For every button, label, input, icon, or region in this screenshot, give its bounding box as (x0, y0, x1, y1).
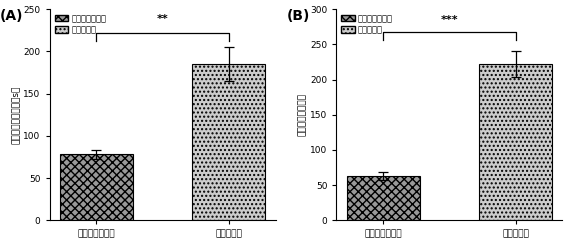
Text: **: ** (157, 14, 169, 24)
Text: ***: *** (441, 15, 458, 25)
Legend: 磷酸西他列汀组, 生理盐水组: 磷酸西他列汀组, 生理盐水组 (341, 13, 394, 35)
Text: (B): (B) (287, 9, 310, 23)
Y-axis label: 热性惊厥发作次数: 热性惊厥发作次数 (298, 93, 307, 136)
Legend: 磷酸西他列汀组, 生理盐水组: 磷酸西他列汀组, 生理盐水组 (54, 13, 107, 35)
Text: (A): (A) (0, 9, 23, 23)
Bar (346, 176, 420, 220)
Y-axis label: 热性惊厥发作次数（s）: 热性惊厥发作次数（s） (11, 86, 20, 144)
Bar (479, 64, 552, 220)
Bar (60, 154, 133, 220)
Bar (193, 64, 265, 220)
